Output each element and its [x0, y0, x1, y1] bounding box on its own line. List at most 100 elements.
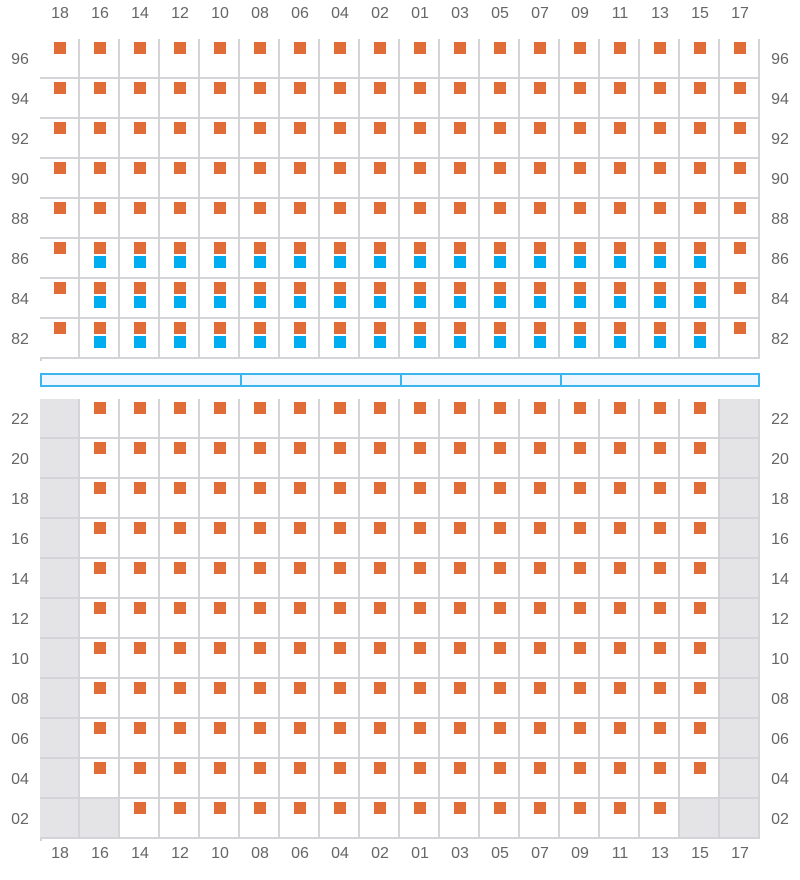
seat-04-22[interactable]	[320, 399, 360, 439]
available-seat-marker[interactable]	[254, 402, 266, 414]
available-seat-marker[interactable]	[254, 282, 266, 294]
seat-08-20[interactable]	[240, 439, 280, 479]
seat-02-92[interactable]	[360, 119, 400, 159]
available-seat-marker[interactable]	[414, 522, 426, 534]
seat-11-16[interactable]	[600, 519, 640, 559]
available-seat-marker[interactable]	[134, 722, 146, 734]
available-seat-marker[interactable]	[214, 722, 226, 734]
seat-09-92[interactable]	[560, 119, 600, 159]
seat-17-88[interactable]	[720, 199, 760, 239]
seat-15-84[interactable]	[680, 279, 720, 319]
seat-16-88[interactable]	[80, 199, 120, 239]
seat-11-12[interactable]	[600, 599, 640, 639]
available-seat-marker[interactable]	[414, 562, 426, 574]
available-seat-marker[interactable]	[254, 722, 266, 734]
seat-17-96[interactable]	[720, 39, 760, 79]
seat-05-96[interactable]	[480, 39, 520, 79]
seat-01-04[interactable]	[400, 759, 440, 799]
seat-01-82[interactable]	[400, 319, 440, 359]
seat-09-88[interactable]	[560, 199, 600, 239]
seat-09-12[interactable]	[560, 599, 600, 639]
available-seat-marker[interactable]	[254, 82, 266, 94]
available-seat-marker[interactable]	[294, 202, 306, 214]
seat-14-06[interactable]	[120, 719, 160, 759]
available-seat-marker[interactable]	[494, 322, 506, 334]
available-seat-marker[interactable]	[334, 282, 346, 294]
available-seat-marker[interactable]	[54, 122, 66, 134]
available-seat-marker[interactable]	[574, 682, 586, 694]
available-seat-marker[interactable]	[494, 642, 506, 654]
seat-01-92[interactable]	[400, 119, 440, 159]
available-seat-marker[interactable]	[534, 522, 546, 534]
seat-06-88[interactable]	[280, 199, 320, 239]
available-seat-marker[interactable]	[734, 282, 746, 294]
available-seat-marker[interactable]	[454, 802, 466, 814]
available-seat-marker[interactable]	[694, 482, 706, 494]
seat-06-12[interactable]	[280, 599, 320, 639]
seat-07-82[interactable]	[520, 319, 560, 359]
available-seat-marker[interactable]	[94, 602, 106, 614]
seat-02-12[interactable]	[360, 599, 400, 639]
seat-15-12[interactable]	[680, 599, 720, 639]
seat-16-14[interactable]	[80, 559, 120, 599]
seat-13-82[interactable]	[640, 319, 680, 359]
available-seat-marker[interactable]	[174, 522, 186, 534]
seat-15-96[interactable]	[680, 39, 720, 79]
seat-12-14[interactable]	[160, 559, 200, 599]
available-seat-marker[interactable]	[94, 322, 106, 334]
seat-04-82[interactable]	[320, 319, 360, 359]
available-seat-marker[interactable]	[374, 202, 386, 214]
selected-seat-marker[interactable]	[454, 296, 466, 308]
available-seat-marker[interactable]	[694, 722, 706, 734]
selected-seat-marker[interactable]	[614, 336, 626, 348]
available-seat-marker[interactable]	[414, 482, 426, 494]
available-seat-marker[interactable]	[254, 482, 266, 494]
seat-15-14[interactable]	[680, 559, 720, 599]
available-seat-marker[interactable]	[574, 402, 586, 414]
available-seat-marker[interactable]	[54, 42, 66, 54]
seat-11-10[interactable]	[600, 639, 640, 679]
available-seat-marker[interactable]	[254, 562, 266, 574]
seat-01-90[interactable]	[400, 159, 440, 199]
seat-13-16[interactable]	[640, 519, 680, 559]
available-seat-marker[interactable]	[174, 482, 186, 494]
seat-04-10[interactable]	[320, 639, 360, 679]
seat-07-92[interactable]	[520, 119, 560, 159]
seat-09-86[interactable]	[560, 239, 600, 279]
available-seat-marker[interactable]	[454, 482, 466, 494]
available-seat-marker[interactable]	[654, 442, 666, 454]
selected-seat-marker[interactable]	[214, 256, 226, 268]
seat-03-82[interactable]	[440, 319, 480, 359]
seat-12-88[interactable]	[160, 199, 200, 239]
available-seat-marker[interactable]	[214, 562, 226, 574]
available-seat-marker[interactable]	[94, 722, 106, 734]
available-seat-marker[interactable]	[614, 82, 626, 94]
available-seat-marker[interactable]	[134, 562, 146, 574]
seat-02-14[interactable]	[360, 559, 400, 599]
seat-12-82[interactable]	[160, 319, 200, 359]
available-seat-marker[interactable]	[614, 282, 626, 294]
seat-07-88[interactable]	[520, 199, 560, 239]
seat-11-14[interactable]	[600, 559, 640, 599]
seat-13-06[interactable]	[640, 719, 680, 759]
seat-05-10[interactable]	[480, 639, 520, 679]
selected-seat-marker[interactable]	[294, 296, 306, 308]
selected-seat-marker[interactable]	[174, 336, 186, 348]
seat-07-22[interactable]	[520, 399, 560, 439]
available-seat-marker[interactable]	[574, 642, 586, 654]
available-seat-marker[interactable]	[694, 642, 706, 654]
available-seat-marker[interactable]	[414, 762, 426, 774]
available-seat-marker[interactable]	[494, 282, 506, 294]
seat-14-10[interactable]	[120, 639, 160, 679]
selected-seat-marker[interactable]	[534, 256, 546, 268]
seat-02-08[interactable]	[360, 679, 400, 719]
available-seat-marker[interactable]	[334, 762, 346, 774]
seat-05-16[interactable]	[480, 519, 520, 559]
seat-01-86[interactable]	[400, 239, 440, 279]
selected-seat-marker[interactable]	[134, 296, 146, 308]
available-seat-marker[interactable]	[454, 522, 466, 534]
available-seat-marker[interactable]	[414, 322, 426, 334]
seat-02-82[interactable]	[360, 319, 400, 359]
available-seat-marker[interactable]	[654, 322, 666, 334]
seat-08-12[interactable]	[240, 599, 280, 639]
